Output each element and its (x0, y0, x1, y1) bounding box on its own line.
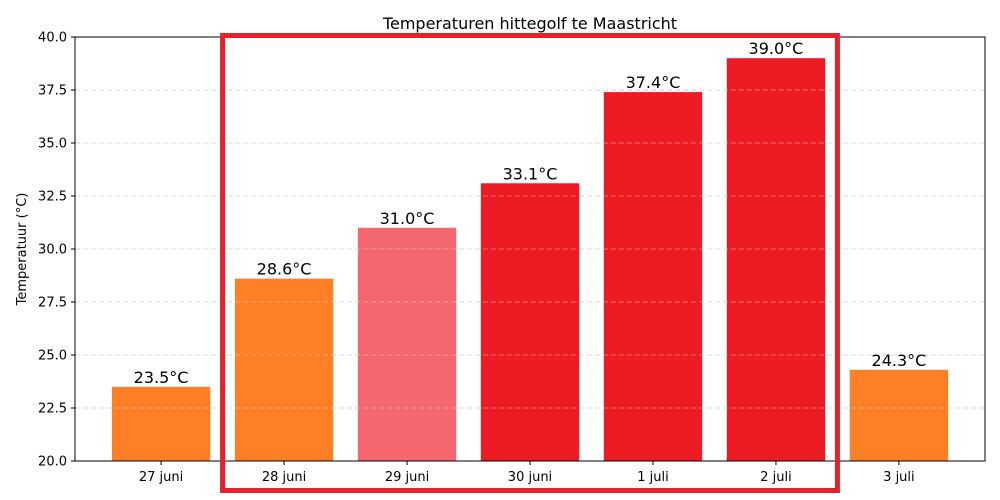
bar (726, 58, 826, 461)
bar (357, 227, 457, 461)
x-axis: 27 juni 28 juni 29 juni 30 juni 1 juli 2 juli… (139, 461, 915, 485)
y-tick-label: 25.0 (38, 349, 67, 364)
y-tick-label: 35.0 (38, 137, 67, 152)
highlight-box (220, 33, 840, 493)
chart-title: Temperaturen hittegolf te Maastricht (382, 14, 677, 33)
x-tick-label: 3 juli (883, 470, 914, 485)
bar (849, 369, 949, 461)
value-label: 28.6°C (257, 260, 312, 279)
bar (111, 386, 211, 461)
value-labels: 23.5°C 28.6°C 31.0°C 33.1°C 37.4°C 39.0°C 24.3… (134, 39, 927, 387)
bar (234, 278, 334, 461)
x-tick-label: 27 juni (139, 470, 183, 485)
x-tick-label: 1 juli (637, 470, 668, 485)
bars (111, 58, 949, 462)
value-label: 31.0°C (380, 209, 435, 228)
value-label: 39.0°C (749, 39, 804, 58)
x-tick-label: 28 juni (262, 470, 306, 485)
y-tick-label: 30.0 (38, 243, 67, 258)
value-label: 33.1°C (503, 164, 558, 183)
value-label: 24.3°C (872, 351, 927, 370)
y-tick-label: 37.5 (38, 84, 67, 99)
y-tick-label: 22.5 (38, 402, 67, 417)
y-tick-label: 40.0 (38, 31, 67, 46)
x-tick-label: 2 juli (760, 470, 791, 485)
value-label: 23.5°C (134, 368, 189, 387)
bar (603, 92, 703, 462)
y-tick-label: 20.0 (38, 455, 67, 470)
y-tick-label: 32.5 (38, 190, 67, 205)
y-axis: 20.0 22.5 25.0 27.5 30.0 32.5 35.0 37.5 40.0 (38, 31, 75, 470)
x-tick-label: 29 juni (385, 470, 429, 485)
x-tick-label: 30 juni (508, 470, 552, 485)
y-tick-label: 27.5 (38, 296, 67, 311)
value-label: 37.4°C (626, 73, 681, 92)
y-axis-label: Temperatuur (°C) (15, 193, 30, 307)
bar (480, 183, 580, 461)
